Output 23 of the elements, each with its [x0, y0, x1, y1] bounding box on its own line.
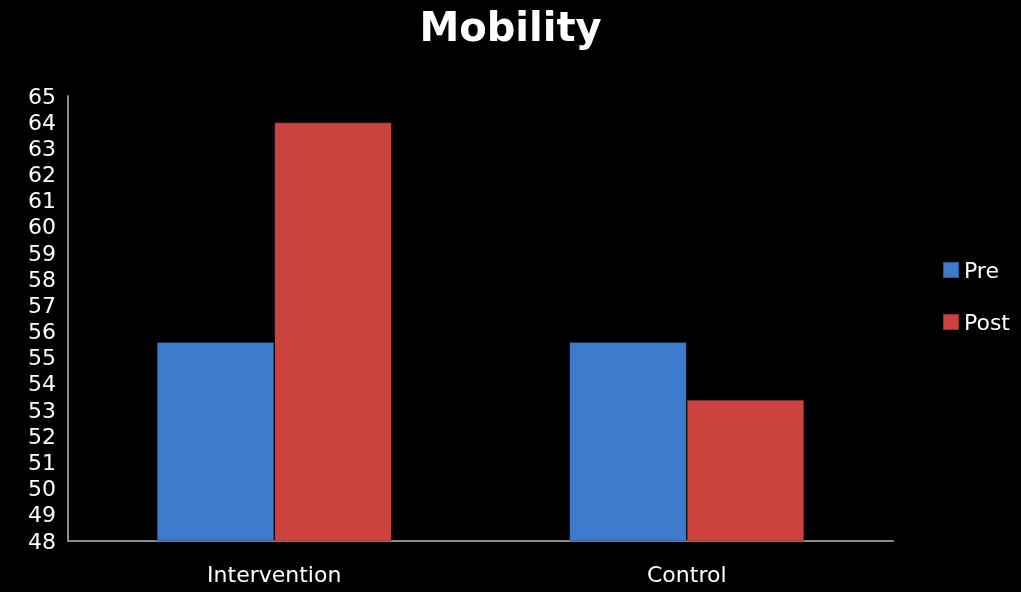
x-tick-label: Intervention	[207, 561, 342, 587]
y-tick-label: 61	[28, 188, 56, 214]
chart-title: Mobility	[419, 4, 602, 50]
y-tick-label: 57	[28, 292, 56, 318]
y-tick-label: 56	[28, 319, 56, 345]
y-tick-label: 62	[28, 162, 56, 188]
y-tick-label: 65	[28, 83, 56, 109]
y-tick-label: 54	[28, 371, 56, 397]
y-tick-label: 52	[28, 423, 56, 449]
legend-label: Post	[963, 309, 1011, 335]
legend-label: Pre	[963, 257, 999, 283]
y-tick-label: 50	[28, 476, 56, 502]
y-tick-label: 64	[28, 109, 56, 135]
x-tick-label: Control	[646, 561, 727, 587]
y-tick-label: 63	[28, 135, 56, 161]
y-tick-label: 59	[28, 240, 56, 266]
y-tick-label: 60	[28, 214, 56, 240]
y-tick-label: 49	[28, 502, 56, 528]
y-tick-label: 55	[28, 345, 56, 371]
y-tick-label: 48	[28, 528, 56, 554]
y-tick-label: 58	[28, 266, 56, 292]
y-tick-label: 53	[28, 397, 56, 423]
y-tick-label: 51	[28, 449, 56, 475]
